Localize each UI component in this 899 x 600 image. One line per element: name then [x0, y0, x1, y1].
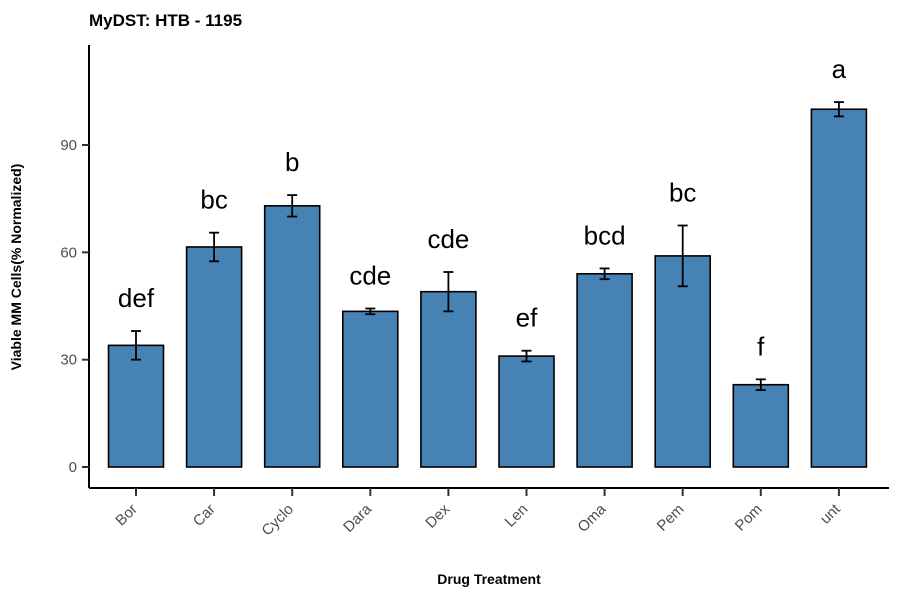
- significance-label: def: [118, 283, 155, 313]
- y-tick-label: 60: [60, 244, 77, 261]
- y-axis-title: Viable MM Cells(% Normalized): [8, 164, 24, 371]
- significance-label: bc: [200, 185, 227, 215]
- significance-label: ef: [516, 303, 538, 333]
- bar: [498, 355, 555, 468]
- bars-layer: def bc b cde cde ef bcd bc f a: [107, 54, 868, 468]
- y-tick-label: 30: [60, 352, 77, 369]
- significance-label: f: [757, 331, 765, 361]
- bar: [107, 344, 165, 468]
- bar: [810, 108, 868, 468]
- bar: [341, 310, 399, 468]
- bar: [420, 290, 477, 468]
- bar: [654, 255, 712, 468]
- x-axis-title: Drug Treatment: [437, 571, 541, 587]
- y-tick-label: 90: [60, 137, 77, 154]
- x-tick-label: Cyclo: [258, 501, 297, 540]
- x-tick-label: Dex: [422, 500, 453, 531]
- significance-label: bc: [669, 178, 696, 208]
- chart-title: MyDST: HTB - 1195: [89, 11, 242, 30]
- y-tick-label: 0: [69, 459, 77, 476]
- bar: [185, 246, 243, 468]
- x-tick-label: Pom: [732, 501, 766, 535]
- significance-label: a: [832, 54, 847, 84]
- bar: [732, 383, 790, 468]
- x-tick-label: Dara: [340, 500, 375, 535]
- bar: [576, 272, 633, 468]
- bar: [263, 205, 321, 468]
- significance-label: cde: [349, 261, 391, 291]
- x-tick-label: Len: [502, 501, 532, 531]
- x-tick-label: unt: [817, 500, 844, 527]
- significance-label: bcd: [584, 220, 626, 250]
- x-tick-label: Pem: [654, 501, 688, 535]
- x-tick-label: Oma: [574, 500, 609, 535]
- significance-label: b: [285, 147, 299, 177]
- x-tick-label: Car: [190, 501, 219, 530]
- x-tick-label: Bor: [112, 501, 141, 530]
- significance-label: cde: [427, 224, 469, 254]
